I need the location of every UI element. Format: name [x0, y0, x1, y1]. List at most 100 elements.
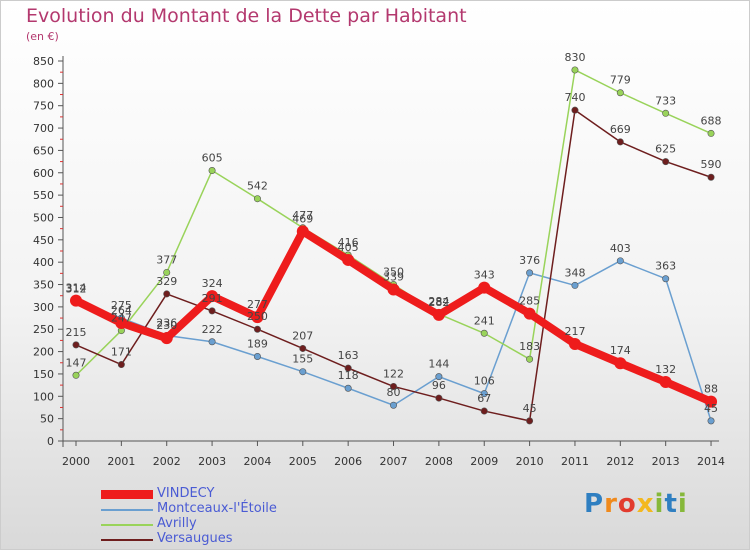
legend-label: Versaugues	[157, 531, 233, 546]
data-label-versaugues: 215	[66, 326, 87, 339]
data-point-vindecy	[342, 253, 355, 266]
data-label-montceaux-l-toile: 236	[156, 316, 177, 329]
data-label-montceaux-l-toile: 376	[519, 254, 540, 267]
legend: VINDECY Montceaux-l'Étoile Avrilly Versaugu…	[101, 486, 361, 547]
x-tick-label: 2004	[243, 455, 271, 468]
data-point-vindecy	[296, 225, 309, 238]
data-label-montceaux-l-toile: 222	[202, 323, 223, 336]
data-point-montceaux-l-toile	[299, 368, 307, 376]
data-point-montceaux-l-toile	[480, 390, 488, 398]
data-label-versaugues: 171	[111, 346, 132, 359]
data-label-montceaux-l-toile: 45	[704, 402, 718, 415]
data-label-montceaux-l-toile: 363	[655, 260, 676, 273]
data-label-vindecy: 230	[156, 319, 177, 332]
y-tick-label: 50	[40, 413, 54, 426]
data-point-montceaux-l-toile	[390, 401, 398, 409]
y-tick-label: 400	[33, 256, 54, 269]
data-point-vindecy	[568, 337, 581, 350]
y-tick-label: 250	[33, 323, 54, 336]
x-tick-label: 2011	[561, 455, 589, 468]
data-label-versaugues: 669	[610, 123, 631, 136]
y-tick-label: 200	[33, 346, 54, 359]
legend-swatch	[101, 524, 153, 526]
logo-letter: t	[664, 489, 678, 519]
y-tick-label: 100	[33, 390, 54, 403]
data-point-montceaux-l-toile	[571, 281, 579, 289]
logo-letter: o	[617, 489, 637, 519]
data-point-versaugues	[616, 138, 624, 146]
logo-letter: P	[584, 489, 605, 519]
y-tick-label: 150	[33, 368, 54, 381]
data-point-montceaux-l-toile	[616, 257, 624, 265]
legend-item-avrilly: Avrilly	[101, 516, 361, 532]
x-tick-label: 2007	[380, 455, 408, 468]
x-tick-label: 2001	[107, 455, 135, 468]
legend-item-montceaux-l-toile: Montceaux-l'Étoile	[101, 501, 361, 517]
data-label-versaugues: 291	[202, 292, 223, 305]
data-label-avrilly: 830	[564, 51, 585, 64]
legend-swatch	[101, 490, 153, 499]
data-label-versaugues: 250	[247, 310, 268, 323]
data-label-avrilly: 241	[474, 314, 495, 327]
data-label-avrilly: 542	[247, 180, 268, 193]
data-point-avrilly	[571, 66, 579, 74]
data-label-avrilly: 183	[519, 340, 540, 353]
data-label-avrilly: 688	[701, 114, 722, 127]
data-label-avrilly: 350	[383, 266, 404, 279]
data-point-montceaux-l-toile	[344, 384, 352, 392]
x-tick-label: 2000	[62, 455, 90, 468]
data-label-versaugues: 590	[701, 158, 722, 171]
y-tick-label: 800	[33, 77, 54, 90]
data-label-versaugues: 207	[292, 329, 313, 342]
y-tick-label: 450	[33, 234, 54, 247]
data-label-versaugues: 163	[338, 349, 359, 362]
y-tick-label: 0	[47, 435, 54, 448]
data-label-versaugues: 740	[564, 91, 585, 104]
data-label-montceaux-l-toile: 106	[474, 375, 495, 388]
data-label-avrilly: 247	[111, 312, 132, 325]
data-label-vindecy: 217	[564, 325, 585, 338]
data-label-versaugues: 45	[523, 402, 537, 415]
data-point-avrilly	[526, 355, 534, 363]
data-label-vindecy: 469	[292, 212, 313, 225]
x-tick-label: 2003	[198, 455, 226, 468]
data-label-avrilly: 284	[428, 295, 449, 308]
data-point-versaugues	[480, 407, 488, 415]
legend-item-versaugues: Versaugues	[101, 531, 361, 547]
data-label-vindecy: 339	[383, 270, 404, 283]
data-label-avrilly: 377	[156, 253, 177, 266]
data-label-avrilly: 416	[338, 236, 359, 249]
data-label-montceaux-l-toile: 80	[387, 386, 401, 399]
data-point-versaugues	[571, 106, 579, 114]
data-point-vindecy	[659, 375, 672, 388]
data-label-vindecy: 314	[66, 282, 87, 295]
data-label-vindecy: 343	[474, 269, 495, 282]
data-point-montceaux-l-toile	[253, 353, 261, 361]
data-point-avrilly	[480, 329, 488, 337]
axes: 0 50 100 150 200 250 300 350 400 450 500 550 600 650 7…	[33, 55, 725, 468]
data-label-vindecy: 405	[338, 241, 359, 254]
data-point-versaugues	[253, 325, 261, 333]
data-label-montceaux-l-toile: 275	[111, 299, 132, 312]
data-point-versaugues	[344, 364, 352, 372]
chart-unit: (en €)	[26, 30, 59, 43]
y-tick-label: 850	[33, 55, 54, 68]
y-tick-label: 300	[33, 301, 54, 314]
data-point-avrilly	[707, 129, 715, 137]
x-tick-label: 2014	[697, 455, 725, 468]
data-point-versaugues	[390, 382, 398, 390]
logo-letter: x	[636, 489, 655, 519]
data-point-vindecy	[432, 308, 445, 321]
y-tick-label: 500	[33, 211, 54, 224]
x-tick-label: 2008	[425, 455, 453, 468]
x-tick-label: 2005	[289, 455, 317, 468]
data-label-versaugues: 96	[432, 379, 446, 392]
x-tick-label: 2013	[652, 455, 680, 468]
data-point-vindecy	[614, 357, 627, 370]
data-point-montceaux-l-toile	[435, 373, 443, 381]
data-point-vindecy	[705, 395, 718, 408]
data-label-vindecy: 132	[655, 363, 676, 376]
x-tick-label: 2006	[334, 455, 362, 468]
